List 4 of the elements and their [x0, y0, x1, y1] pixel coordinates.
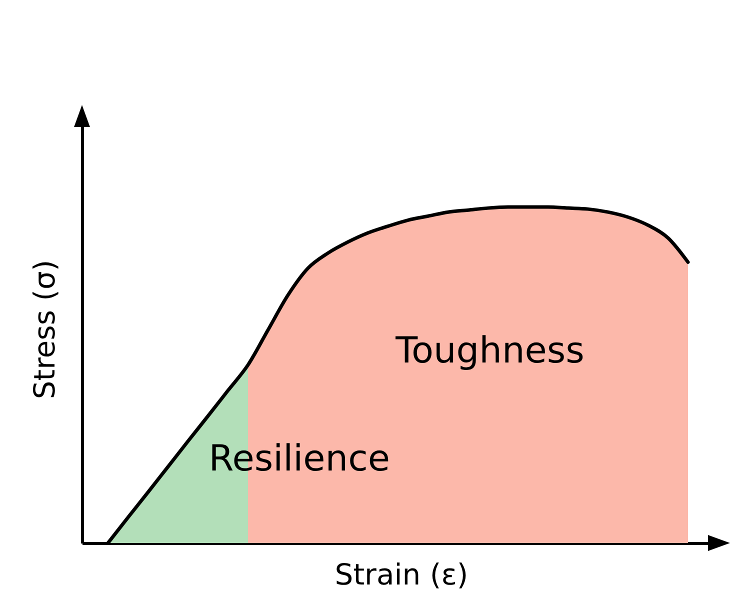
series-label: Toughness: [394, 330, 584, 372]
x-axis-title: Strain (ε): [334, 558, 468, 592]
series-label: Resilience: [208, 438, 390, 480]
y-axis-title: Stress (σ): [28, 260, 62, 400]
